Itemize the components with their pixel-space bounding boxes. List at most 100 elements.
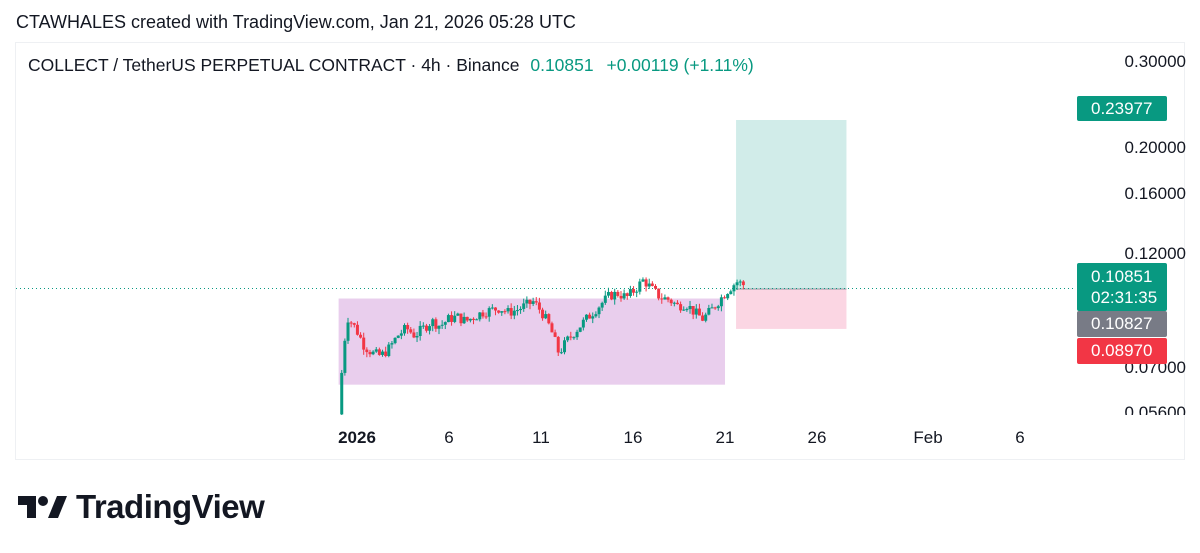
candle-body — [654, 285, 658, 289]
price-tick: 0.12000 — [1124, 244, 1186, 263]
candle-body — [393, 337, 397, 344]
candle-body — [600, 302, 604, 308]
candle-body — [515, 310, 519, 312]
candle-body — [434, 319, 438, 329]
candle-body — [597, 307, 601, 315]
candle-body — [481, 312, 485, 317]
time-tick: 2026 — [338, 428, 376, 447]
candle-body — [500, 311, 504, 313]
candle-body — [610, 291, 614, 300]
candle-body — [465, 316, 469, 321]
candle-body — [421, 325, 425, 327]
candle-body — [638, 281, 642, 292]
range-box — [338, 298, 725, 385]
candle-body — [729, 291, 733, 295]
symbol-title: COLLECT / TetherUS PERPETUAL CONTRACT · … — [28, 55, 520, 75]
price-tick: 0.30000 — [1124, 52, 1186, 71]
candle-body — [723, 297, 727, 299]
candle-body — [697, 308, 701, 316]
candle-body — [575, 331, 579, 338]
candle-body — [553, 332, 557, 337]
candle-body — [701, 315, 705, 321]
candle-body — [390, 343, 394, 345]
candle-body — [566, 336, 570, 341]
entry-price-tag: 0.10827 — [1077, 311, 1167, 337]
candle-body — [669, 299, 673, 304]
candle-body — [732, 285, 736, 292]
candle-body — [349, 322, 353, 324]
tradingview-logo: TradingView — [18, 488, 265, 526]
candle-body — [544, 314, 548, 319]
candle-body — [528, 299, 532, 304]
candle-body — [663, 297, 667, 300]
candle-body — [666, 297, 670, 300]
candle-body — [550, 323, 554, 333]
candle-body — [632, 289, 636, 293]
candle-body — [710, 307, 714, 309]
price-tick: 0.16000 — [1124, 184, 1186, 203]
candle-body — [704, 314, 708, 321]
candle-body — [581, 319, 585, 328]
candle-body — [647, 283, 651, 287]
candle-body — [572, 337, 576, 339]
candle-body — [431, 319, 435, 327]
candle-body — [497, 310, 501, 313]
candle-body — [519, 308, 523, 311]
candle-body — [591, 316, 595, 319]
candle-body — [462, 316, 466, 324]
candle-body — [381, 351, 385, 355]
time-tick: Feb — [913, 428, 943, 447]
candle-body — [374, 349, 378, 352]
profit-zone — [736, 120, 847, 289]
candle-body — [506, 308, 510, 312]
candle-body — [478, 312, 482, 320]
candle-body — [716, 306, 720, 309]
price-change-value: +0.00119 (+1.11%) — [606, 55, 754, 75]
candle-body — [537, 302, 541, 310]
candle-body — [635, 291, 639, 293]
bar-countdown: 02:31:35 — [1091, 288, 1158, 307]
candle-body — [569, 336, 573, 338]
symbol-header: COLLECT / TetherUS PERPETUAL CONTRACT · … — [28, 55, 754, 76]
candle-body — [450, 315, 454, 322]
candle-body — [371, 351, 375, 355]
candle-body — [443, 322, 447, 325]
candle-body — [399, 333, 403, 336]
candle-body — [685, 309, 689, 311]
candle-body — [428, 326, 432, 331]
time-tick: 6 — [444, 428, 454, 447]
chart-frame — [15, 42, 1185, 460]
candle-body — [547, 314, 551, 324]
tradingview-logo-icon — [18, 496, 67, 518]
stop-price-tag: 0.08970 — [1077, 338, 1167, 364]
candle-body — [628, 289, 632, 296]
candle-body — [415, 335, 419, 338]
candle-body — [657, 288, 661, 299]
last-price-tag: 0.10851 02:31:35 — [1077, 263, 1167, 311]
candle-body — [584, 314, 588, 320]
candle-body — [365, 349, 369, 353]
candle-body — [340, 372, 344, 415]
candle-body — [588, 314, 592, 319]
time-tick: 16 — [623, 428, 643, 447]
tradingview-logo-text: TradingView — [76, 488, 265, 525]
candle-body — [440, 324, 444, 326]
candle-body — [541, 309, 545, 319]
candle-body — [556, 336, 560, 353]
candle-body — [641, 279, 645, 282]
candle-body — [691, 306, 695, 315]
time-tick: 6 — [1015, 428, 1025, 447]
candle-body — [352, 323, 356, 325]
candle-body — [726, 294, 730, 299]
candle-body — [490, 307, 494, 309]
candle-body — [525, 299, 529, 304]
loss-zone — [736, 288, 847, 329]
candle-body — [459, 313, 463, 324]
candle-body — [606, 291, 610, 296]
time-tick: 11 — [532, 428, 550, 447]
last-price-tag-value: 0.10851 — [1091, 267, 1153, 286]
candle-body — [622, 293, 626, 299]
candle-body — [512, 310, 516, 316]
candle-body — [707, 307, 711, 315]
